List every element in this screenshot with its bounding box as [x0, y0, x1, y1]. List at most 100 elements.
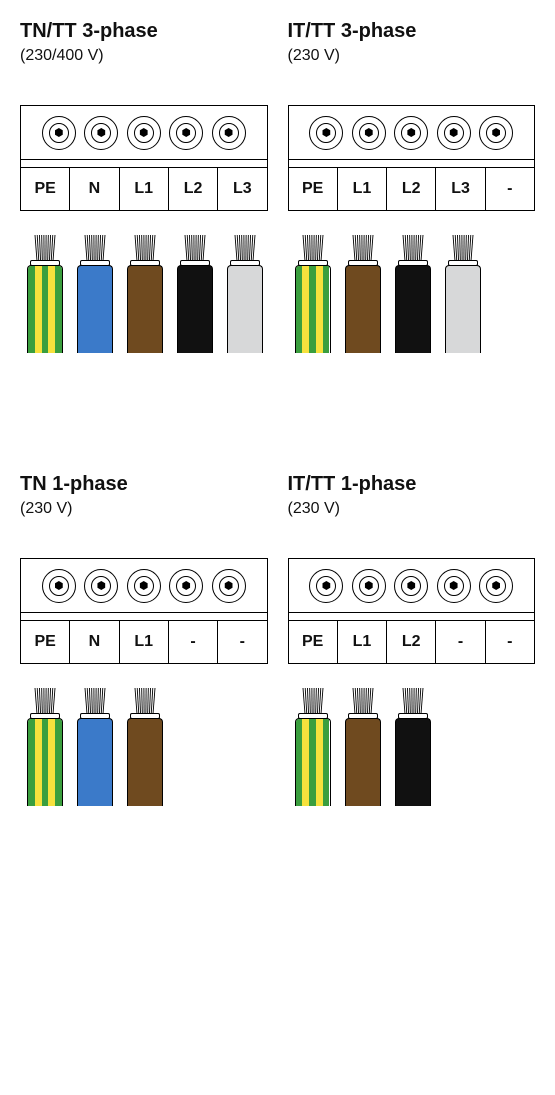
terminal-screw — [309, 569, 343, 603]
wire-ferrule — [348, 260, 378, 266]
wire-ferrule — [180, 260, 210, 266]
terminal-screw — [437, 569, 471, 603]
wire-ferrule — [348, 713, 378, 719]
screw-row — [21, 559, 267, 613]
terminal-screw — [127, 569, 161, 603]
terminal-label: L2 — [169, 168, 218, 210]
label-row: PENL1L2L3 — [21, 168, 267, 210]
terminal-label: - — [436, 621, 485, 663]
wire-strands — [399, 233, 427, 261]
terminal-screw — [394, 569, 428, 603]
wire — [294, 233, 332, 353]
terminal-screw — [212, 116, 246, 150]
wire-ferrule — [298, 260, 328, 266]
terminal-label: N — [70, 168, 119, 210]
terminal-label: - — [486, 168, 534, 210]
terminal-screw — [352, 116, 386, 150]
terminal-block: PEL1L2L3- — [288, 105, 536, 211]
wire — [176, 233, 214, 353]
wire — [344, 686, 382, 806]
screw-row — [21, 106, 267, 160]
panel-title: IT/TT 3-phase — [288, 20, 536, 43]
wire-sleeve — [295, 718, 331, 806]
terminal-screw — [169, 116, 203, 150]
panel-title: IT/TT 1-phase — [288, 473, 536, 496]
wire-strands — [31, 233, 59, 261]
wire-strands — [181, 233, 209, 261]
wire-ferrule — [398, 713, 428, 719]
wire-sleeve — [345, 718, 381, 806]
wire-sleeve — [77, 718, 113, 806]
wire-ferrule — [230, 260, 260, 266]
terminal-screw — [394, 116, 428, 150]
wire-sleeve — [295, 265, 331, 353]
terminal-screw — [309, 116, 343, 150]
wire-sleeve — [395, 265, 431, 353]
wire-ferrule — [30, 260, 60, 266]
wires-row — [288, 233, 536, 353]
wire-strands — [349, 233, 377, 261]
terminal-label: PE — [21, 621, 70, 663]
terminal-label: PE — [289, 168, 338, 210]
terminal-label: L3 — [436, 168, 485, 210]
wire — [394, 686, 432, 806]
terminal-label: - — [486, 621, 534, 663]
terminal-screw — [127, 116, 161, 150]
wire-strands — [81, 686, 109, 714]
wire-strands — [131, 233, 159, 261]
panel-subtitle: (230/400 V) — [20, 47, 268, 65]
wire-ferrule — [130, 260, 160, 266]
wire — [126, 233, 164, 353]
wire-strands — [31, 686, 59, 714]
diagram-grid: TN/TT 3-phase(230/400 V)PENL1L2L3IT/TT 3… — [20, 20, 535, 806]
wires-row — [20, 686, 268, 806]
wire-ferrule — [448, 260, 478, 266]
terminal-screw — [84, 569, 118, 603]
wire — [444, 233, 482, 353]
wire — [76, 233, 114, 353]
spacer-row — [289, 613, 535, 621]
wire — [226, 233, 264, 353]
terminal-label: PE — [289, 621, 338, 663]
terminal-label: L1 — [120, 168, 169, 210]
wire-sleeve — [127, 265, 163, 353]
terminal-label: PE — [21, 168, 70, 210]
wire-strands — [81, 233, 109, 261]
panel-subtitle: (230 V) — [288, 500, 536, 518]
wire-strands — [231, 233, 259, 261]
terminal-block: PENL1L2L3 — [20, 105, 268, 211]
terminal-screw — [479, 116, 513, 150]
wire-strands — [349, 686, 377, 714]
wire-ferrule — [298, 713, 328, 719]
screw-row — [289, 106, 535, 160]
spacer-row — [21, 613, 267, 621]
wire-strands — [399, 686, 427, 714]
wire-strands — [131, 686, 159, 714]
terminal-label: N — [70, 621, 119, 663]
wiring-panel: IT/TT 1-phase(230 V)PEL1L2-- — [288, 473, 536, 806]
terminal-label: L2 — [387, 168, 436, 210]
wire-sleeve — [27, 265, 63, 353]
wire-strands — [299, 233, 327, 261]
terminal-label: L1 — [120, 621, 169, 663]
terminal-block: PEL1L2-- — [288, 558, 536, 664]
wire-strands — [449, 233, 477, 261]
terminal-screw — [42, 569, 76, 603]
wire-ferrule — [30, 713, 60, 719]
spacer-row — [289, 160, 535, 168]
terminal-screw — [169, 569, 203, 603]
terminal-label: L2 — [387, 621, 436, 663]
terminal-screw — [479, 569, 513, 603]
terminal-screw — [437, 116, 471, 150]
wire-ferrule — [80, 713, 110, 719]
terminal-screw — [84, 116, 118, 150]
wire-sleeve — [77, 265, 113, 353]
terminal-label: L1 — [338, 621, 387, 663]
wire-sleeve — [127, 718, 163, 806]
wire-strands — [299, 686, 327, 714]
terminal-label: L3 — [218, 168, 266, 210]
wiring-panel: TN 1-phase(230 V)PENL1-- — [20, 473, 268, 806]
wire-ferrule — [398, 260, 428, 266]
wire-sleeve — [345, 265, 381, 353]
wire — [26, 233, 64, 353]
